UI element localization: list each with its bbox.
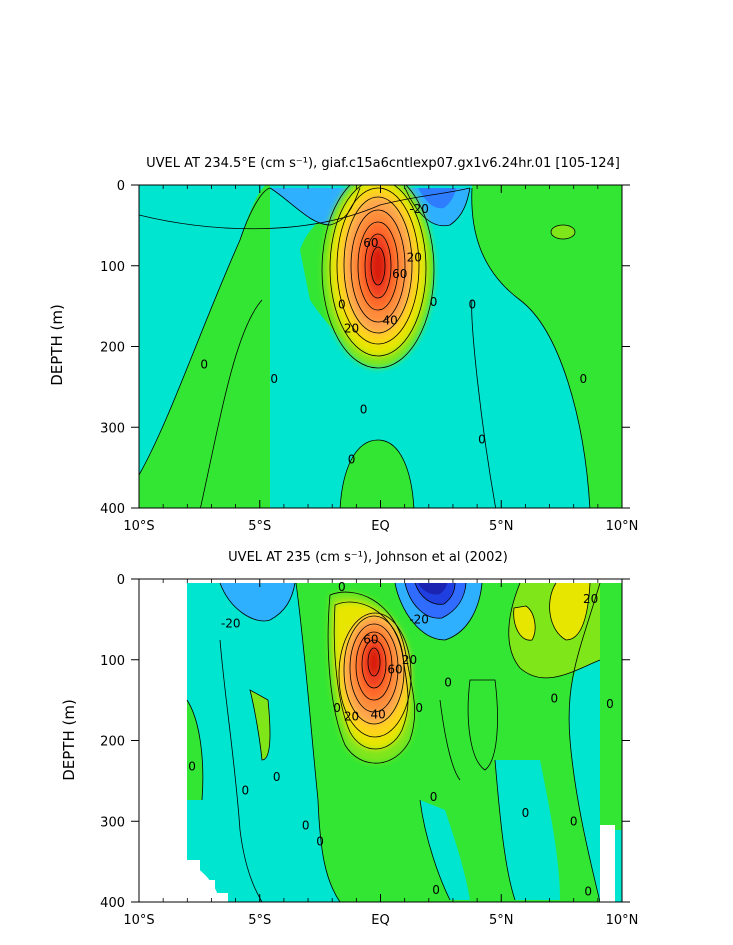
observation-contour-label: 0 xyxy=(551,692,559,706)
observation-y-tick-label: 400 xyxy=(100,896,125,911)
observation-contour-label: 0 xyxy=(316,834,324,848)
observation-chart-title: UVEL AT 235 (cm s⁻¹), Johnson et al (200… xyxy=(228,550,508,565)
observation-contour-label: 20 xyxy=(344,709,359,723)
model-y-tick-label: 400 xyxy=(100,502,125,517)
observation-contour-label: 0 xyxy=(522,806,530,820)
observation-contour-label: 20 xyxy=(402,653,417,667)
model-y-tick-label: 200 xyxy=(100,341,125,356)
observation-contour-label: 0 xyxy=(302,818,310,832)
model-contour-label: 0 xyxy=(338,298,346,312)
observation-contour-label: 20 xyxy=(583,592,598,606)
observation-x-tick-label: 10°S xyxy=(123,913,154,928)
model-y-tick-label: 100 xyxy=(100,260,125,275)
model-contour-label: 0 xyxy=(430,295,438,309)
model-contour-label: 60 xyxy=(363,236,378,250)
model-contour-label: 20 xyxy=(407,251,422,265)
model-chart-title: UVEL AT 234.5°E (cm s⁻¹), giaf.c15a6cntl… xyxy=(146,156,620,171)
observation-y-tick-label: 200 xyxy=(100,735,125,750)
model-y-axis-label: DEPTH (m) xyxy=(48,304,66,386)
model-contour-label: 0 xyxy=(580,372,588,386)
observation-y-axis-label: DEPTH (m) xyxy=(60,699,78,781)
observation-contour-label: -20 xyxy=(221,616,241,630)
observation-contour-label: 0 xyxy=(444,675,452,689)
observation-contour-label: -20 xyxy=(409,612,429,626)
observation-contour-label: 60 xyxy=(363,633,378,647)
observation-contour-label: 0 xyxy=(241,784,249,798)
observation-y-tick-label: 0 xyxy=(117,573,125,588)
model-x-tick-label: 10°N xyxy=(606,519,639,534)
observation-contour-label: 0 xyxy=(570,814,578,828)
observation-contour-label: 0 xyxy=(333,701,341,715)
observation-contour-label: 0 xyxy=(188,759,196,773)
observation-y-tick-label: 300 xyxy=(100,815,125,830)
model-y-tick-label: 300 xyxy=(100,421,125,436)
model-contour-label: 0 xyxy=(468,298,476,312)
observation-contour-label: 0 xyxy=(584,885,592,899)
observation-x-tick-label: 10°N xyxy=(606,913,639,928)
model-contour-label: -20 xyxy=(409,202,429,216)
observation-contour-label: 0 xyxy=(430,790,438,804)
model-contour-label: 60 xyxy=(392,267,407,281)
observation-x-tick-label: EQ xyxy=(371,913,389,928)
model-y-tick-label: 0 xyxy=(117,179,125,194)
model-contour-label: 40 xyxy=(383,314,398,328)
model-x-tick-label: 5°N xyxy=(489,519,514,534)
observation-contour-label: 0 xyxy=(606,697,614,711)
observation-contour-field xyxy=(186,582,622,902)
observation-x-tick-label: 5°N xyxy=(489,913,514,928)
model-contour-label: 20 xyxy=(344,322,359,336)
model-contour-label: 0 xyxy=(200,357,208,371)
model-contour-label: 0 xyxy=(360,402,368,416)
observation-contour-label: 40 xyxy=(370,708,385,722)
observation-contour-label: 0 xyxy=(432,883,440,897)
model-x-tick-label: 5°S xyxy=(248,519,271,534)
model-contour-label: 0 xyxy=(478,432,486,446)
observation-contour-label: 0 xyxy=(415,701,423,715)
model-contour-field xyxy=(139,185,622,508)
observation-contour-label: 60 xyxy=(387,662,402,676)
model-x-tick-label: EQ xyxy=(371,519,389,534)
model-contour-label: 0 xyxy=(270,372,278,386)
observation-contour-label: 0 xyxy=(338,580,346,594)
observation-contour-label: 0 xyxy=(273,770,281,784)
observation-x-tick-label: 5°S xyxy=(248,913,271,928)
model-x-tick-label: 10°S xyxy=(123,519,154,534)
model-contour-label: 0 xyxy=(348,453,356,467)
observation-y-tick-label: 100 xyxy=(100,654,125,669)
